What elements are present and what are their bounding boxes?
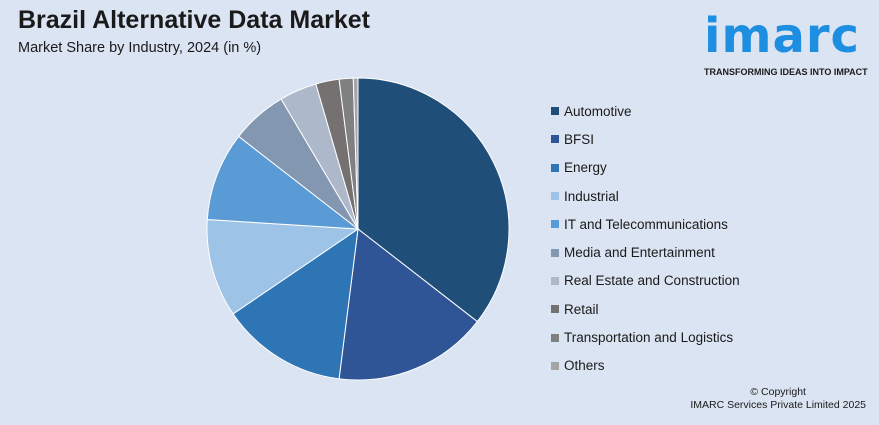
legend-item-others: Others	[551, 352, 740, 380]
legend-item-retail: Retail	[551, 295, 740, 323]
pie-slice-others	[352, 77, 359, 230]
logo-wordmark: imarc	[704, 8, 860, 64]
pie-slice-energy	[232, 227, 359, 380]
legend-swatch	[551, 192, 559, 201]
logo-tagline: TRANSFORMING IDEAS INTO IMPACT	[704, 67, 868, 77]
chart-subtitle: Market Share by Industry, 2024 (in %)	[18, 40, 262, 56]
legend-swatch	[551, 361, 559, 370]
legend-label: Others	[564, 358, 605, 374]
legend-label: Energy	[564, 160, 607, 176]
pie-slice-bfsi	[338, 228, 479, 381]
chart-title: Brazil Alternative Data Market	[18, 6, 370, 34]
legend-swatch	[551, 135, 559, 144]
pie-slice-automotive	[357, 77, 510, 323]
legend-label: IT and Telecommunications	[564, 216, 728, 232]
chart-legend: Automotive BFSI Energy Industrial IT and Tel…	[551, 97, 740, 380]
legend-label: BFSI	[564, 131, 595, 147]
legend-swatch	[551, 107, 559, 116]
imarc-logo: imarc TRANSFORMING IDEAS INTO IMPACT	[700, 8, 870, 80]
pie-slice-industrial	[206, 218, 360, 315]
legend-swatch	[551, 248, 559, 257]
legend-item-media-and-entertainment: Media and Entertainment	[551, 238, 740, 266]
legend-label: Industrial	[564, 188, 619, 204]
legend-label: Media and Entertainment	[564, 245, 715, 261]
copyright-line-2: IMARC Services Private Limited 2025	[690, 399, 866, 411]
legend-label: Retail	[564, 301, 599, 317]
legend-label: Transportation and Logistics	[564, 330, 734, 346]
legend-item-it-and-telecommunications: IT and Telecommunications	[551, 210, 740, 238]
copyright-notice: © Copyright IMARC Services Private Limit…	[690, 386, 866, 412]
copyright-line-1: © Copyright	[750, 386, 806, 398]
legend-swatch	[551, 220, 559, 229]
legend-item-industrial: Industrial	[551, 182, 740, 210]
legend-item-transportation-and-logistics: Transportation and Logistics	[551, 323, 740, 351]
legend-label: Real Estate and Construction	[564, 273, 740, 289]
legend-swatch	[551, 333, 559, 342]
legend-item-bfsi: BFSI	[551, 125, 740, 153]
pie-slice-it-and-telecommunications	[206, 135, 360, 230]
legend-swatch	[551, 305, 559, 314]
legend-swatch	[551, 163, 559, 172]
legend-item-energy: Energy	[551, 154, 740, 182]
legend-item-automotive: Automotive	[551, 97, 740, 125]
legend-label: Automotive	[564, 103, 632, 119]
legend-item-real-estate-and-construction: Real Estate and Construction	[551, 267, 740, 295]
legend-swatch	[551, 276, 559, 285]
